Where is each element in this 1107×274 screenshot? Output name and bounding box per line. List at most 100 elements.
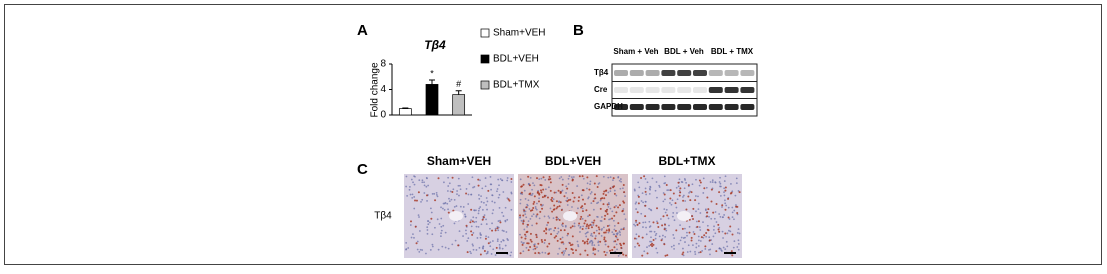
nucleus <box>564 224 567 227</box>
stain <box>526 242 529 245</box>
nucleus <box>724 202 727 205</box>
nucleus <box>666 189 669 192</box>
stain <box>470 208 473 211</box>
nucleus <box>607 231 610 234</box>
nucleus <box>557 218 560 220</box>
nucleus <box>448 182 451 185</box>
nucleus <box>713 217 716 220</box>
stain <box>487 189 490 192</box>
nucleus <box>561 178 564 181</box>
nucleus <box>496 238 499 241</box>
nucleus <box>737 248 740 251</box>
nucleus <box>465 232 468 235</box>
nucleus <box>564 250 567 252</box>
nucleus <box>552 198 555 201</box>
stain <box>681 227 684 230</box>
nucleus <box>453 222 456 225</box>
stain <box>471 220 474 223</box>
stain <box>551 210 554 213</box>
nucleus <box>737 239 740 242</box>
nucleus <box>737 242 740 245</box>
nucleus <box>408 188 411 191</box>
nucleus <box>412 233 414 236</box>
stain <box>679 191 682 194</box>
stain <box>587 224 590 227</box>
stain <box>593 182 596 185</box>
nucleus <box>662 234 664 237</box>
stain <box>560 209 563 212</box>
nucleus <box>532 182 534 185</box>
stain <box>482 216 485 219</box>
stain <box>583 222 586 225</box>
nucleus <box>441 207 444 210</box>
nucleus <box>634 202 637 205</box>
scale-bar <box>724 252 736 254</box>
stain <box>612 177 615 180</box>
nucleus <box>611 210 614 213</box>
stain <box>540 191 543 194</box>
nucleus <box>427 223 430 226</box>
nucleus <box>405 185 408 188</box>
stain <box>575 212 578 215</box>
stain <box>731 233 734 236</box>
nucleus <box>504 220 507 223</box>
nucleus <box>480 195 482 197</box>
nucleus <box>493 201 496 204</box>
nucleus <box>443 209 446 211</box>
nucleus <box>476 237 479 239</box>
stain <box>688 231 691 234</box>
stain <box>559 229 562 232</box>
nucleus <box>431 245 434 248</box>
nucleus <box>430 211 433 214</box>
nucleus <box>429 207 432 210</box>
nucleus <box>584 232 587 235</box>
stain <box>549 189 552 192</box>
stain <box>595 175 598 178</box>
stain <box>425 194 428 197</box>
stain <box>638 244 641 247</box>
stain <box>554 227 557 230</box>
stain <box>539 189 542 192</box>
nucleus <box>604 243 607 246</box>
nucleus <box>737 228 740 231</box>
nucleus <box>531 188 533 191</box>
nucleus <box>568 175 571 177</box>
nucleus <box>562 250 565 253</box>
stain <box>499 221 502 224</box>
nucleus <box>728 229 730 232</box>
nucleus <box>686 234 688 237</box>
stain <box>704 245 707 248</box>
stain <box>563 229 566 232</box>
nucleus <box>701 249 704 252</box>
nucleus <box>567 177 570 180</box>
y-tick-label: 0 <box>380 110 386 121</box>
blot-band <box>661 87 676 93</box>
nucleus <box>591 241 594 244</box>
nucleus <box>709 181 712 183</box>
nucleus <box>472 216 475 219</box>
nucleus <box>642 226 644 228</box>
nucleus <box>658 184 661 187</box>
nucleus <box>410 178 413 181</box>
nucleus <box>691 183 694 186</box>
nucleus <box>499 219 501 222</box>
nucleus <box>412 181 414 184</box>
stain <box>611 217 614 220</box>
nucleus <box>655 232 658 235</box>
stain <box>532 202 535 205</box>
nucleus <box>705 186 708 189</box>
nucleus <box>622 187 624 190</box>
nucleus <box>676 212 678 214</box>
nucleus <box>648 220 651 223</box>
stain <box>613 214 616 217</box>
nucleus <box>635 221 638 224</box>
nucleus <box>435 193 438 196</box>
stain <box>415 242 418 245</box>
stain <box>556 239 559 242</box>
nucleus <box>482 201 485 204</box>
stain <box>541 240 544 243</box>
stain <box>535 177 538 180</box>
stain <box>572 252 575 255</box>
nucleus <box>587 196 590 199</box>
stain <box>580 206 583 209</box>
